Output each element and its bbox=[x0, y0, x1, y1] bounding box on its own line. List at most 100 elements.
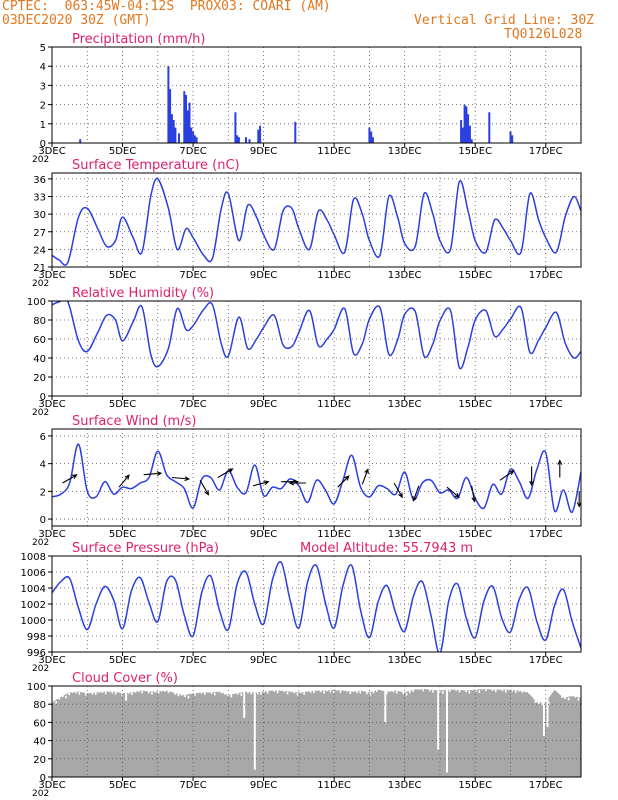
precip-bar bbox=[185, 95, 187, 143]
precip-bar bbox=[174, 127, 177, 143]
precip-bar bbox=[183, 91, 186, 143]
header-grid-note: Vertical Grid Line: 30Z bbox=[414, 13, 595, 28]
wind-arrow bbox=[62, 474, 77, 484]
y-tick-label: 1 bbox=[40, 120, 46, 131]
x-tick-label: 5DEC bbox=[109, 146, 136, 157]
cloud-notch bbox=[432, 689, 434, 693]
panel-frame bbox=[51, 685, 582, 778]
cloud-notch bbox=[101, 690, 104, 694]
precip-bar bbox=[248, 139, 251, 143]
panel-title: Precipitation (mm/h) bbox=[72, 32, 205, 47]
cloud-notch bbox=[151, 692, 153, 695]
precip-bar bbox=[511, 135, 514, 143]
cloud-notch bbox=[180, 693, 183, 696]
cloud-notch bbox=[514, 690, 517, 693]
cloud-notch bbox=[131, 692, 133, 695]
cloud-notch bbox=[323, 690, 325, 694]
cloud-notch bbox=[567, 697, 570, 701]
cloud-notch bbox=[114, 692, 117, 695]
x-tick-label: 15DEC bbox=[458, 399, 492, 410]
cloud-notch bbox=[359, 690, 362, 694]
cloud-notch bbox=[71, 690, 74, 693]
x-tick-label: 3DEC bbox=[38, 529, 65, 540]
cloud-notch bbox=[521, 690, 524, 693]
year-label: 202 bbox=[32, 155, 49, 165]
wind-line bbox=[52, 443, 581, 513]
y-tick-label: 36 bbox=[33, 175, 46, 186]
cloud-notch bbox=[260, 692, 262, 695]
y-tick-label: 1006 bbox=[21, 568, 46, 579]
cloud-notch bbox=[108, 689, 110, 693]
y-tick-label: 4 bbox=[40, 460, 46, 471]
y-tick-label: 4 bbox=[40, 62, 46, 73]
cloud-notch bbox=[88, 690, 90, 694]
cloud-dip bbox=[253, 686, 256, 770]
x-tick-label: 7DEC bbox=[179, 270, 206, 281]
y-tick-label: 24 bbox=[33, 245, 46, 256]
x-tick-label: 11DEC bbox=[317, 399, 351, 410]
cloud-notch bbox=[435, 687, 438, 691]
y-tick-label: 1000 bbox=[21, 616, 46, 627]
cloud-notch bbox=[286, 691, 289, 695]
cloud-notch bbox=[144, 688, 147, 692]
cloud-notch bbox=[207, 690, 209, 693]
precip-bar bbox=[236, 135, 239, 143]
y-tick-label: 80 bbox=[33, 700, 46, 711]
cloud-notch bbox=[557, 689, 560, 692]
cloud-notch bbox=[174, 692, 176, 695]
precip-bar bbox=[460, 120, 463, 143]
y-tick-label: 998 bbox=[27, 632, 46, 643]
x-tick-label: 17DEC bbox=[529, 270, 563, 281]
cloud-notch bbox=[187, 695, 190, 699]
cloud-notch bbox=[511, 688, 514, 692]
cloud-notch bbox=[250, 691, 252, 695]
cloud-notch bbox=[544, 700, 547, 703]
cloud-notch bbox=[237, 691, 239, 695]
cloud-notch bbox=[554, 687, 557, 691]
y-tick-label: 996 bbox=[27, 648, 46, 659]
cloud-notch bbox=[501, 688, 504, 692]
y-tick-label: 5 bbox=[40, 43, 46, 54]
cloud-notch bbox=[471, 687, 474, 691]
wind-arrow-head bbox=[364, 468, 369, 474]
cloud-notch bbox=[247, 690, 249, 694]
header-code: TQ0126L028 bbox=[504, 27, 583, 42]
wind-arrow bbox=[217, 468, 233, 478]
x-tick-label: 11DEC bbox=[317, 270, 351, 281]
cloud-notch bbox=[395, 690, 398, 694]
cloud-notch bbox=[52, 699, 54, 703]
wind-arrow bbox=[471, 485, 475, 502]
cloud-notch bbox=[194, 692, 196, 696]
panel-frame bbox=[51, 428, 582, 527]
x-tick-label: 9DEC bbox=[250, 270, 277, 281]
cloud-notch bbox=[184, 694, 186, 698]
cloud-notch bbox=[91, 691, 94, 695]
year-label: 202 bbox=[32, 279, 49, 289]
cloud-notch bbox=[452, 686, 454, 690]
cloud-notch bbox=[422, 688, 424, 692]
cloud-notch bbox=[372, 690, 375, 694]
cloud-notch bbox=[177, 693, 180, 697]
cloud-dip bbox=[384, 686, 387, 723]
cloud-notch bbox=[379, 686, 381, 690]
cloud-dip bbox=[543, 686, 545, 736]
cloud-dip bbox=[446, 686, 448, 773]
cloud-notch bbox=[528, 691, 530, 694]
cloud-notch bbox=[138, 689, 140, 693]
cloud-notch bbox=[505, 689, 507, 693]
precip-bar bbox=[371, 137, 374, 143]
x-tick-label: 7DEC bbox=[179, 529, 206, 540]
y-tick-label: 27 bbox=[33, 228, 46, 239]
cloud-notch bbox=[349, 691, 352, 695]
cloud-notch bbox=[495, 689, 497, 693]
cloud-dip bbox=[437, 686, 440, 750]
precip-bar bbox=[488, 112, 491, 143]
precip-bar bbox=[245, 137, 247, 143]
panel-precip: 0 1 2 3 4 5 3DEC 5DEC 7DEC 9DEC 11DEC 13DEC 15DEC 17D… bbox=[32, 32, 582, 165]
cloud-notch bbox=[214, 692, 216, 696]
x-tick-label: 17DEC bbox=[529, 399, 563, 410]
panel-title: Surface Pressure (hPa) bbox=[72, 541, 219, 556]
precip-bar bbox=[465, 106, 468, 143]
